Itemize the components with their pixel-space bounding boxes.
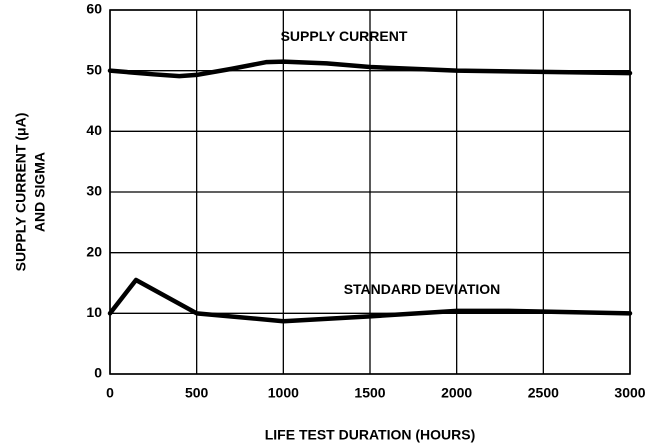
y-tick-label: 10 [86, 304, 102, 320]
y-tick-label: 40 [86, 122, 102, 138]
x-tick-label: 2500 [528, 385, 559, 401]
x-tick-label: 3000 [614, 385, 645, 401]
x-tick-label: 0 [106, 385, 114, 401]
x-axis-label: LIFE TEST DURATION (HOURS) [265, 427, 476, 443]
y-axis-label: SUPPLY CURRENT (μA) [13, 113, 29, 272]
series-label: SUPPLY CURRENT [281, 28, 408, 44]
y-tick-label: 30 [86, 183, 102, 199]
series-line [107, 59, 633, 79]
y-tick-label: 50 [86, 61, 102, 77]
y-axis-label: AND SIGMA [32, 152, 48, 232]
x-tick-label: 2000 [441, 385, 472, 401]
x-tick-label: 500 [185, 385, 209, 401]
series-label: STANDARD DEVIATION [344, 281, 501, 297]
x-tick-label: 1000 [268, 385, 299, 401]
plot-frame [109, 9, 631, 375]
y-tick-label: 0 [94, 365, 102, 381]
y-tick-label: 60 [86, 1, 102, 17]
series-line [107, 277, 633, 324]
x-tick-label: 1500 [354, 385, 385, 401]
y-tick-label: 20 [86, 243, 102, 259]
